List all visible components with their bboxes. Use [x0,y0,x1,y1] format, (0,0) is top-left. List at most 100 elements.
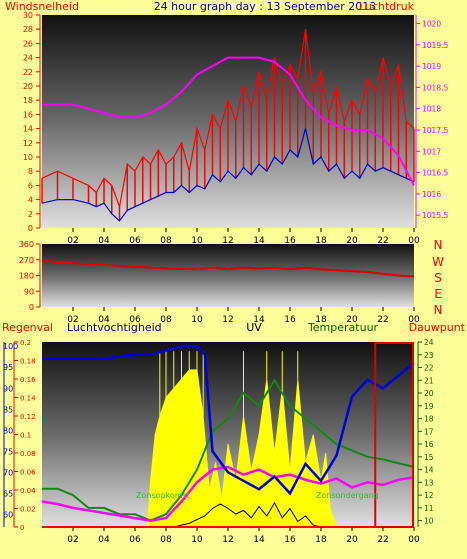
direction-xtick-label-00: 00 [408,315,420,325]
compass-label-n-top: N [434,238,443,252]
climate-xtick-label-04: 04 [98,535,110,545]
wind-xtick-label-12: 12 [222,236,233,246]
direction-xtick-label-16: 16 [284,315,296,325]
temperature-axis-label-12: 12 [424,491,434,500]
climate-chart: 0 0.02 0.04 0.06 0.08 0.1 0.12 0.14 0.16 0.18 0.2 6… [3,338,434,545]
temperature-axis-label-22: 22 [424,364,434,373]
direction-xtick-label-08: 08 [160,315,172,325]
humidity-axis-label-75: 75 [3,447,13,456]
rain-axis-label-0.08: 0.08 [20,450,36,458]
pressure-axis-label-1015.5: 1015.5 [422,211,448,220]
wind-xtick-label-04: 04 [98,236,110,246]
wind-axis-label-20: 20 [23,82,33,91]
uv-label: UV [246,321,262,334]
wind-xtick-label-00: 00 [408,236,420,246]
wind-axis-label-8: 8 [28,167,33,176]
rain-axis-label-0.1: 0.1 [20,432,31,440]
wind-axis-label-10: 10 [23,153,33,162]
temperature-axis-label-13: 13 [424,478,434,487]
direction-axis-label-180: 180 [19,272,34,281]
direction-xtick-label-02: 02 [67,315,78,325]
dewpoint-label: Dauwpunt [409,321,466,334]
humidity-axis-label-65: 65 [3,489,13,498]
temperature-axis-label-24: 24 [424,338,434,347]
climate-xtick-label-18: 18 [315,535,327,545]
sunset-label: Zonsondergang [316,491,379,500]
rain-axis-label-0.18: 0.18 [20,358,36,366]
wind-axis-label-16: 16 [23,110,33,119]
climate-xtick-label-02: 02 [67,535,78,545]
humidity-label: Luchtvochtigheid [67,321,162,334]
temperature-axis-label-21: 21 [424,376,434,385]
humidity-axis-label-70: 70 [3,468,13,477]
pressure-axis-label-1019: 1019 [422,62,441,71]
temperature-axis-label-10: 10 [424,517,434,526]
sunrise-label: Zonsopkomst [136,491,190,500]
wind-xtick-label-06: 06 [129,236,141,246]
direction-xtick-label-22: 22 [377,315,388,325]
wind-xtick-label-22: 22 [377,236,388,246]
climate-xtick-label-22: 22 [377,535,388,545]
direction-xtick-label-18: 18 [315,315,327,325]
wind-direction-chart: 0 90 180 270 360 02 04 06 08 10 12 14 16 18 20 22 00 [19,240,420,325]
humidity-axis-label-60: 60 [3,510,13,519]
temperature-axis-label-14: 14 [424,466,434,475]
climate-xtick-label-20: 20 [346,535,358,545]
rain-axis-label-0.02: 0.02 [20,506,36,514]
wind-xtick-label-08: 08 [160,236,172,246]
climate-xtick-label-10: 10 [191,535,203,545]
temperature-axis-label-15: 15 [424,453,434,462]
climate-xtick-label-14: 14 [253,535,265,545]
pressure-axis-label-1017: 1017 [422,147,441,156]
rain-axis-label-0.14: 0.14 [20,395,36,403]
wind-axis-label-4: 4 [28,196,33,205]
temperature-axis-label-11: 11 [424,504,434,513]
wind-xtick-label-16: 16 [284,236,296,246]
climate-xtick-label-06: 06 [129,535,141,545]
pressure-label: Luchtdruk [359,0,415,13]
wind-axis-label-6: 6 [28,181,33,190]
humidity-axis-label-95: 95 [3,363,13,372]
pressure-line [42,56,415,186]
temperature-axis-label-17: 17 [424,427,434,436]
compass-label-e: E [434,287,442,301]
wind-xtick-label-02: 02 [67,236,78,246]
pressure-axis-label-1017.5: 1017.5 [422,126,448,135]
humidity-axis-label-80: 80 [3,426,13,435]
pressure-axis-label-1016: 1016 [422,190,441,199]
pressure-axis-label-1016.5: 1016.5 [422,169,448,178]
rain-axis-label-0.16: 0.16 [20,376,36,384]
wind-direction-line [41,259,415,278]
compass-label-w: W [432,255,444,269]
wind-xtick-label-14: 14 [253,236,265,246]
wind-axis-label-22: 22 [23,68,33,77]
direction-panel-background [42,244,414,307]
wind-xtick-label-20: 20 [346,236,358,246]
humidity-axis-label-100: 100 [3,342,18,351]
pressure-axis-label-1018.5: 1018.5 [422,83,448,92]
pressure-axis-label-1019.5: 1019.5 [422,41,448,50]
temperature-axis-label-20: 20 [424,389,434,398]
wind-axis-label-18: 18 [23,96,33,105]
temperature-line [42,378,415,522]
wind-axis-label-24: 24 [23,54,33,63]
direction-axis-label-360: 360 [19,240,34,249]
direction-xtick-label-06: 06 [129,315,141,325]
wind-axis-label-0: 0 [28,224,33,233]
wind-xtick-label-10: 10 [191,236,203,246]
uv-line [42,501,414,528]
rain-axis-label-0.2: 0.2 [20,339,31,347]
wind-speed-label: Windsnelheid [5,0,79,13]
humidity-axis-label-85: 85 [3,405,13,414]
rain-label: Regenval [2,321,53,334]
wind-xtick-label-18: 18 [315,236,327,246]
compass-label-n-bottom: N [434,303,443,317]
climate-xtick-label-12: 12 [222,535,233,545]
direction-xtick-label-20: 20 [346,315,358,325]
direction-xtick-label-14: 14 [253,315,265,325]
climate-xtick-label-00: 00 [408,535,420,545]
pressure-axis-label-1020: 1020 [422,20,441,29]
climate-xtick-label-08: 08 [160,535,172,545]
